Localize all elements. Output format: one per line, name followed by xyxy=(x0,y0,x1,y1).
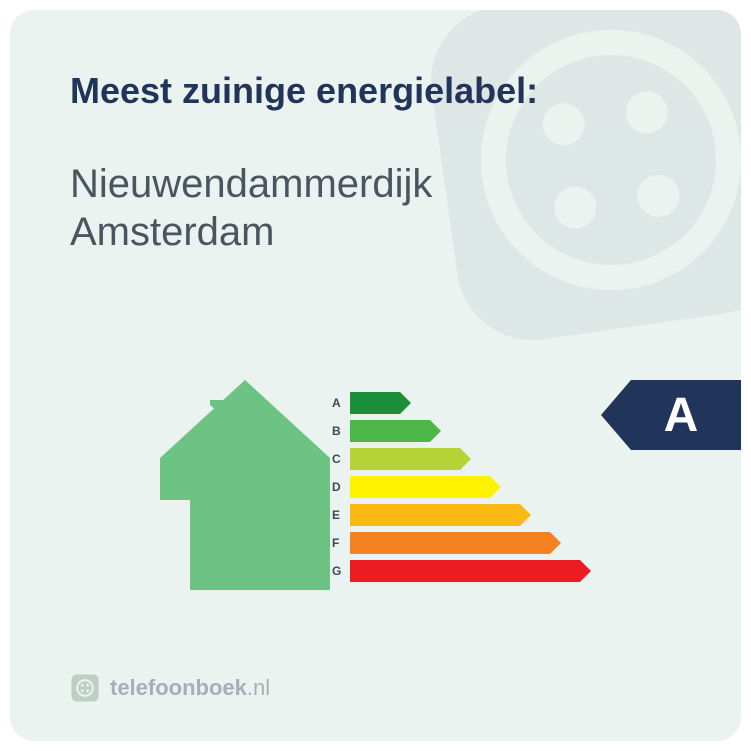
bar-letter: A xyxy=(332,396,350,410)
location-line1: Nieuwendammerdijk xyxy=(70,162,432,206)
result-badge: A xyxy=(601,380,741,450)
bar-letter: F xyxy=(332,536,350,550)
bar-shape xyxy=(350,504,531,526)
footer-brand-light: .nl xyxy=(247,675,270,700)
energy-bar-a: A xyxy=(332,390,591,415)
energy-bar-c: C xyxy=(332,446,591,471)
footer-text: telefoonboek.nl xyxy=(110,675,270,701)
footer-brand-bold: telefoonboek xyxy=(110,675,247,700)
bar-shape xyxy=(350,420,441,442)
energy-bars: ABCDEFG xyxy=(332,390,591,586)
footer-logo-icon xyxy=(70,673,100,703)
location-text: Nieuwendammerdijk Amsterdam xyxy=(70,160,432,256)
bar-shape xyxy=(350,560,591,582)
bar-shape xyxy=(350,392,411,414)
result-arrow-icon xyxy=(601,380,631,450)
bar-letter: D xyxy=(332,480,350,494)
energy-bar-f: F xyxy=(332,530,591,555)
bar-letter: C xyxy=(332,452,350,466)
energy-bar-d: D xyxy=(332,474,591,499)
energy-bar-g: G xyxy=(332,558,591,583)
footer-brand: telefoonboek.nl xyxy=(70,673,270,703)
bar-shape xyxy=(350,476,501,498)
page-title: Meest zuinige energielabel: xyxy=(70,70,538,112)
bar-letter: E xyxy=(332,508,350,522)
card: Meest zuinige energielabel: Nieuwendamme… xyxy=(10,10,741,741)
result-letter: A xyxy=(631,380,741,450)
bar-letter: B xyxy=(332,424,350,438)
energy-bar-e: E xyxy=(332,502,591,527)
bar-shape xyxy=(350,448,471,470)
location-line2: Amsterdam xyxy=(70,210,275,254)
house-icon xyxy=(160,380,330,590)
energy-bar-b: B xyxy=(332,418,591,443)
bar-shape xyxy=(350,532,561,554)
bar-letter: G xyxy=(332,564,350,578)
